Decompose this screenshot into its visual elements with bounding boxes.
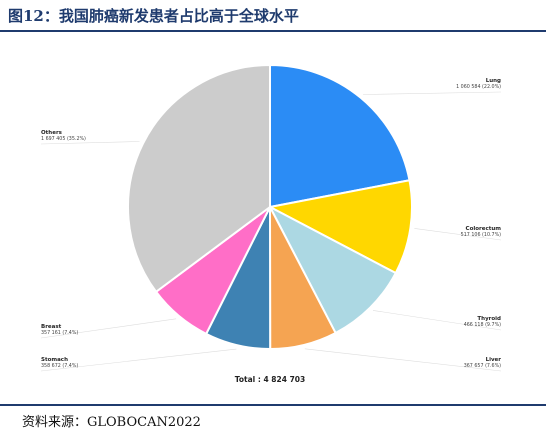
total-label: Total : 4 824 703 bbox=[235, 375, 305, 384]
slice-value-breast: 357 161 (7.4%) bbox=[41, 330, 78, 336]
slice-label-breast: Breast bbox=[41, 324, 62, 330]
slice-value-liver: 367 657 (7.6%) bbox=[464, 363, 501, 369]
leader-line-stomach bbox=[40, 348, 237, 372]
title-rule bbox=[0, 30, 546, 32]
pie-slice-others bbox=[127, 63, 271, 294]
pie-slice-lung bbox=[269, 63, 411, 209]
slice-label-thyroid: Thyroid bbox=[477, 316, 501, 322]
slice-value-thyroid: 466 118 (9.7%) bbox=[464, 322, 501, 328]
pie-slice-colorectum bbox=[267, 179, 413, 275]
slice-value-stomach: 358 672 (7.4%) bbox=[41, 363, 78, 369]
pie-slice-thyroid bbox=[267, 204, 398, 335]
slice-value-colorectum: 517 106 (10.7%) bbox=[461, 232, 501, 238]
slice-label-lung: Lung bbox=[486, 78, 501, 84]
leader-line-thyroid bbox=[372, 310, 502, 331]
slice-label-others: Others bbox=[41, 130, 63, 136]
leader-line-lung bbox=[362, 91, 502, 95]
slice-label-stomach: Stomach bbox=[41, 357, 68, 363]
leader-line-breast bbox=[40, 318, 177, 339]
leader-line-colorectum bbox=[414, 228, 502, 241]
pie-slices bbox=[127, 63, 413, 351]
leader-lines bbox=[40, 91, 502, 372]
leader-line-liver bbox=[304, 348, 502, 372]
slice-value-others: 1 697 405 (35.2%) bbox=[41, 136, 86, 142]
source-note: 资料来源：GLOBOCAN2022 bbox=[22, 415, 201, 430]
slice-label-liver: Liver bbox=[486, 357, 502, 363]
slice-value-lung: 1 060 584 (22.0%) bbox=[456, 84, 501, 90]
leader-line-others bbox=[40, 141, 140, 145]
source-rule bbox=[0, 404, 546, 406]
slice-label-colorectum: Colorectum bbox=[466, 226, 502, 232]
figure-title: 图12：我国肺癌新发患者占比高于全球水平 bbox=[8, 7, 299, 25]
